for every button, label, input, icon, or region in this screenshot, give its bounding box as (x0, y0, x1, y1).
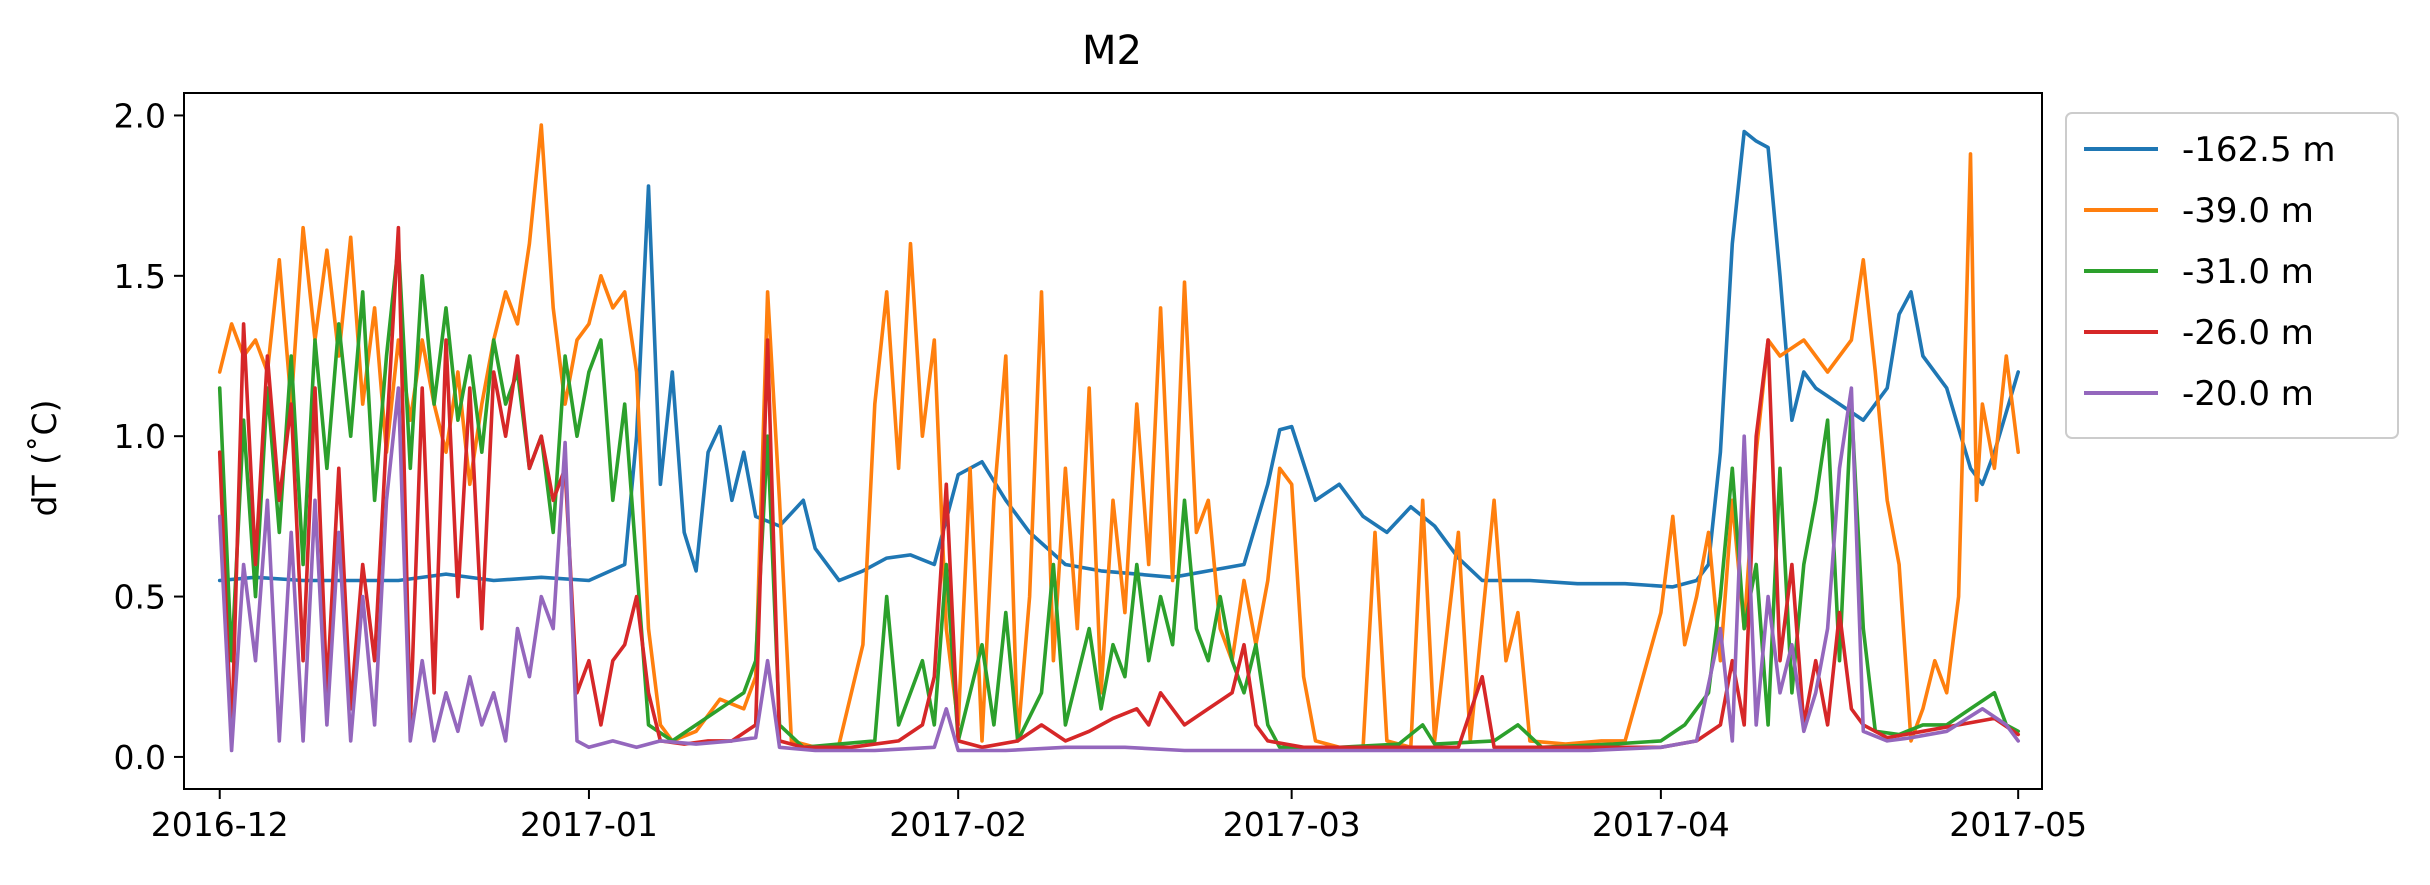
x-tick-label-1: 2017-01 (520, 805, 658, 844)
y-tick-label-4: 2.0 (114, 96, 166, 135)
legend-box (2065, 112, 2399, 439)
x-tick-label-3: 2017-03 (1223, 805, 1361, 844)
legend-label-3: -26.0 m (2182, 313, 2314, 353)
x-tick-label-2: 2017-02 (889, 805, 1027, 844)
axes: 0.0 0.5 1.0 1.5 2.0 2016-12 2017-01 2017-02 2017… (114, 92, 2087, 844)
y-axis-label: dT (˚C) (25, 400, 64, 517)
y-tick-label-0: 0.0 (114, 738, 166, 777)
legend-label-2: -31.0 m (2182, 252, 2314, 292)
legend-label-1: -39.0 m (2182, 191, 2314, 231)
y-tick-label-3: 1.5 (114, 257, 166, 296)
legend-label-0: -162.5 m (2182, 130, 2336, 170)
plot-frame (183, 92, 2043, 790)
chart-title: M2 (1082, 28, 1142, 74)
series-line-1 (217, 123, 2020, 750)
x-tick-label-5: 2017-05 (1949, 805, 2087, 844)
y-tick-label-2: 1.0 (114, 417, 166, 456)
legend-label-4: -20.0 m (2182, 374, 2314, 414)
y-tick-label-1: 0.5 (114, 578, 166, 617)
series-line-4 (217, 386, 2020, 753)
x-tick-label-0: 2016-12 (151, 805, 289, 844)
series-line-0 (217, 129, 2020, 589)
plot-area (217, 123, 2020, 753)
series-line-3 (217, 225, 2020, 750)
legend: -162.5 m -39.0 m -31.0 m -26.0 m -20.0 m (2065, 112, 2399, 439)
x-tick-label-4: 2017-04 (1592, 805, 1730, 844)
series-line-2 (217, 241, 2020, 750)
